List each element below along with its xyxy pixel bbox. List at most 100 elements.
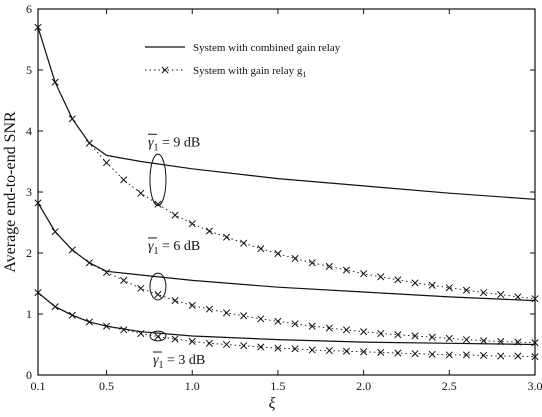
x-tick-label: 2.0 (356, 379, 371, 393)
series-marker (480, 337, 488, 345)
x-tick-label: 1.5 (270, 379, 285, 393)
series-marker (171, 211, 179, 219)
x-marker-b (137, 284, 145, 292)
series-6dB-dotted-x (34, 199, 539, 347)
x-marker-b (240, 312, 248, 320)
series-marker (428, 350, 436, 358)
x-marker-b (120, 276, 128, 285)
x-marker-b (428, 350, 436, 358)
series-marker (68, 115, 76, 123)
annotation-ellipse (149, 272, 167, 301)
series-line (37, 27, 536, 200)
x-marker-b (342, 326, 351, 334)
gamma-subscript: 1 (153, 246, 158, 257)
series-marker (222, 340, 231, 349)
series-marker (222, 309, 231, 317)
series-marker (205, 227, 213, 235)
x-marker-b (497, 290, 505, 299)
annotation-text: γ1 = 3 dB (153, 353, 205, 371)
x-marker-b (308, 346, 316, 354)
x-marker-b (120, 176, 128, 184)
series-marker (102, 159, 111, 167)
x-marker-b (394, 349, 402, 357)
series-marker (137, 189, 145, 197)
x-marker-b (171, 211, 179, 219)
x-marker-b (342, 266, 351, 274)
x-marker-b (360, 348, 368, 356)
x-marker-b (85, 139, 93, 147)
x-marker-b (188, 220, 196, 228)
gamma-subscript: 1 (158, 360, 163, 371)
y-tick-label: 5 (26, 63, 32, 77)
series-marker (394, 331, 402, 339)
series-marker (342, 347, 351, 355)
x-marker-b (377, 273, 385, 281)
series-marker (257, 343, 265, 351)
series-marker (188, 301, 196, 310)
x-marker-b (531, 353, 539, 361)
series-marker (531, 353, 539, 361)
series-marker (497, 290, 505, 299)
annotation-value: = 3 dB (163, 353, 205, 368)
gamma-symbol: γ (148, 239, 154, 254)
series-marker (342, 326, 351, 334)
series-marker (85, 318, 93, 326)
x-marker-b (34, 23, 42, 31)
x-marker-b (188, 337, 196, 346)
x-tick-label: 0.1 (31, 379, 46, 393)
x-marker-b (394, 276, 402, 284)
series-marker (394, 276, 402, 284)
series-marker (497, 352, 505, 360)
x-marker-b (377, 348, 385, 356)
series-marker (68, 246, 76, 254)
x-axis-label: ξ (269, 395, 276, 412)
x-marker-b (394, 331, 402, 339)
x-marker-b (137, 329, 145, 338)
series-marker (171, 297, 179, 305)
series-marker (188, 220, 196, 228)
series-marker (462, 351, 471, 359)
x-marker-b (51, 228, 59, 236)
annotation-text: γ1 = 9 dB (148, 135, 200, 153)
x-marker-b (68, 115, 76, 123)
series-marker (120, 276, 128, 285)
y-tick-label: 2 (26, 246, 32, 260)
x-marker-b (154, 200, 162, 208)
series-marker (360, 328, 368, 336)
x-marker-b (342, 347, 351, 355)
series-line-dotted (37, 202, 536, 344)
x-marker-b (325, 347, 333, 355)
series-marker (137, 284, 145, 292)
series-marker (445, 284, 453, 292)
x-marker-b (34, 289, 42, 297)
x-marker-b (514, 352, 522, 360)
x-marker-b (377, 329, 385, 338)
x-marker-b (120, 326, 128, 334)
series-marker (411, 350, 419, 358)
x-marker-b (462, 351, 471, 359)
series-marker (120, 176, 128, 184)
y-tick-label: 1 (26, 307, 32, 321)
series-marker (274, 250, 282, 258)
x-marker-b (462, 286, 471, 294)
x-tick-label: 1.0 (185, 379, 200, 393)
series-3dB-dotted-x (34, 289, 539, 361)
series-marker (308, 346, 316, 354)
x-marker-b (308, 322, 316, 330)
x-marker-b (445, 334, 453, 342)
series-marker (308, 322, 316, 330)
x-marker-b (291, 254, 299, 263)
x-marker-b (68, 311, 76, 319)
series-marker (137, 329, 145, 338)
x-marker-b (274, 317, 282, 325)
x-marker-b (205, 227, 213, 235)
series-marker (291, 254, 299, 263)
y-tick-label: 4 (26, 124, 32, 138)
series-marker (51, 228, 59, 236)
x-marker-b (34, 199, 42, 207)
x-marker-b (205, 339, 213, 347)
x-marker-b (205, 305, 213, 313)
legend-x-marker-b (161, 66, 169, 74)
